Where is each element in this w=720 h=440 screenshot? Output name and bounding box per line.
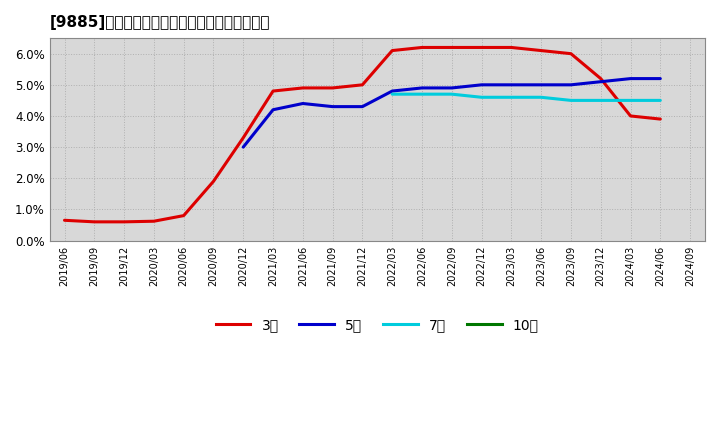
Line: 7年: 7年 [392, 94, 660, 100]
3年 [567, 51, 575, 56]
3年 [507, 45, 516, 50]
7年 [656, 98, 665, 103]
5年 [507, 82, 516, 88]
7年 [388, 92, 397, 97]
5年 [418, 85, 426, 91]
7年 [626, 98, 635, 103]
5年 [447, 85, 456, 91]
3年 [537, 48, 546, 53]
7年 [537, 95, 546, 100]
5年 [596, 79, 605, 84]
5年 [388, 88, 397, 94]
3年 [656, 117, 665, 122]
5年 [269, 107, 277, 112]
7年 [567, 98, 575, 103]
3年 [269, 88, 277, 94]
Line: 3年: 3年 [65, 48, 660, 222]
7年 [477, 95, 486, 100]
3年 [179, 213, 188, 218]
3年 [209, 179, 217, 184]
3年 [596, 76, 605, 81]
3年 [388, 48, 397, 53]
7年 [418, 92, 426, 97]
5年 [537, 82, 546, 88]
3年 [418, 45, 426, 50]
3年 [239, 135, 248, 140]
5年 [477, 82, 486, 88]
Line: 5年: 5年 [243, 79, 660, 147]
7年 [507, 95, 516, 100]
7年 [596, 98, 605, 103]
5年 [358, 104, 366, 109]
5年 [567, 82, 575, 88]
3年 [150, 219, 158, 224]
3年 [299, 85, 307, 91]
3年 [626, 114, 635, 119]
3年 [328, 85, 337, 91]
5年 [239, 144, 248, 150]
3年 [120, 219, 128, 224]
3年 [90, 219, 99, 224]
3年 [60, 218, 69, 223]
Text: [9885]　当期純利益マージンの標準偏差の推移: [9885] 当期純利益マージンの標準偏差の推移 [50, 15, 270, 30]
5年 [299, 101, 307, 106]
5年 [626, 76, 635, 81]
3年 [447, 45, 456, 50]
5年 [656, 76, 665, 81]
3年 [358, 82, 366, 88]
Legend: 3年, 5年, 7年, 10年: 3年, 5年, 7年, 10年 [210, 312, 544, 337]
3年 [477, 45, 486, 50]
5年 [328, 104, 337, 109]
7年 [447, 92, 456, 97]
